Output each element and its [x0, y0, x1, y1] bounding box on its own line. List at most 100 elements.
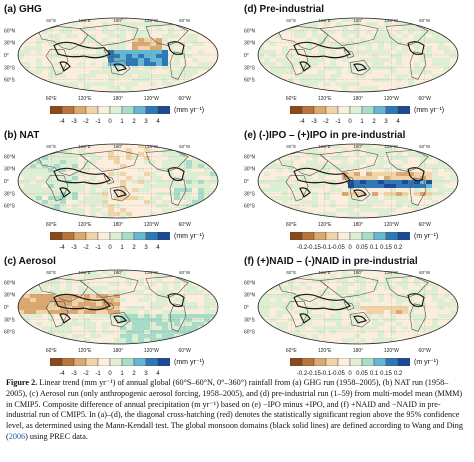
map-border — [257, 143, 459, 219]
colorbar-swatch — [325, 106, 339, 114]
colorbar-tick: 1 — [120, 119, 124, 125]
colorbar-tick: -1 — [335, 119, 341, 125]
lon-label-top: 120°W — [145, 18, 159, 23]
lat-label: 60°N — [244, 280, 256, 286]
lon-label: 120°E — [318, 96, 332, 102]
lon-label-top: 60°E — [46, 18, 56, 23]
lon-label-top: 180° — [113, 18, 123, 23]
panel-title-d: (d) Pre-industrial — [244, 4, 325, 15]
lon-label-top: 60°W — [419, 270, 431, 275]
colorbar-swatch — [157, 232, 170, 240]
colorbar-tick: 0 — [108, 119, 112, 125]
lat-label: 30°N — [4, 41, 16, 47]
panel-title-e: (e) (-)IPO – (+)IPO in pre-industrial — [244, 130, 406, 141]
lon-label: 180° — [113, 96, 123, 102]
colorbar-tick: -2 — [83, 371, 89, 377]
lat-label: 0° — [4, 305, 9, 311]
colorbar-swatch — [73, 232, 87, 240]
colorbar-tick: -2 — [323, 119, 329, 125]
colorbar-tick: -3 — [311, 119, 317, 125]
lon-label: 120°E — [78, 348, 92, 354]
colorbar-tick: 4 — [156, 371, 160, 377]
lon-label-top: 60°W — [179, 18, 191, 23]
colorbar-tick: -3 — [71, 371, 77, 377]
lat-label: 30°S — [4, 317, 16, 323]
colorbar-unit: (mm yr⁻¹) — [414, 107, 445, 114]
lat-label: 60°N — [4, 280, 16, 286]
colorbar-swatch — [61, 106, 75, 114]
colorbar-swatch — [337, 232, 351, 240]
colorbar-swatches — [50, 106, 170, 114]
colorbar-swatch — [313, 358, 327, 366]
lon-label-top: 60°E — [46, 144, 56, 149]
colorbar-tick: -4 — [299, 119, 305, 125]
colorbar-swatch — [145, 106, 159, 114]
lon-label: 120°W — [384, 96, 399, 102]
map-border — [17, 17, 219, 93]
figure-caption: Figure 2. Linear trend (mm yr⁻¹) of annu… — [6, 378, 466, 443]
lon-label-top: 120°W — [145, 270, 159, 275]
lon-label-top: 120°W — [385, 18, 399, 23]
map-e: 60°N 30°N 0° 30°S 60°S 60°E 60°E 120°E 120°E 180°… — [244, 143, 459, 228]
colorbar-swatch — [85, 232, 99, 240]
colorbar-tick: -3 — [71, 119, 77, 125]
colorbar-tick: 3 — [144, 119, 148, 125]
colorbar-swatch — [361, 358, 375, 366]
lon-label-top: 120°W — [385, 270, 399, 275]
caption-reference-link[interactable]: 2006 — [8, 431, 26, 441]
lon-label-top: 60°E — [46, 270, 56, 275]
colorbar-swatch — [133, 106, 147, 114]
colorbar-tick: 4 — [156, 119, 160, 125]
colorbar-unit: (mm yr⁻¹) — [174, 107, 205, 114]
lon-label: 60°W — [419, 96, 432, 102]
panel-title-b: (b) NAT — [4, 130, 40, 141]
colorbar-tick: -0.2 — [296, 371, 308, 377]
colorbar-swatch — [133, 358, 147, 366]
colorbar-swatch — [121, 232, 135, 240]
colorbar-tick: 1 — [360, 119, 364, 125]
colorbar-tick: 0.1 — [369, 371, 379, 377]
colorbar-tick: -2 — [83, 245, 89, 251]
colorbar-swatch — [325, 358, 339, 366]
colorbar-tick: 0 — [348, 245, 352, 251]
map-border — [17, 143, 219, 219]
lat-label: 30°N — [4, 167, 16, 173]
caption-tail: ) using PREC data. — [25, 431, 88, 441]
colorbar-tick: -4 — [59, 371, 65, 377]
panel-title-a: (a) GHG — [4, 4, 42, 15]
lon-label-top: 60°E — [286, 18, 296, 23]
lon-label: 60°W — [179, 222, 192, 228]
panel-title-c: (c) Aerosol — [4, 256, 56, 267]
lat-label: 60°N — [244, 28, 256, 34]
lon-label: 120°W — [144, 96, 159, 102]
colorbar-tick: -3 — [71, 245, 77, 251]
colorbar-tick: -0.1 — [320, 245, 332, 251]
lon-label: 60°E — [46, 222, 58, 228]
colorbar-swatch — [290, 106, 303, 114]
colorbar-tick: 2 — [132, 245, 136, 251]
map-a: 60°N 30°N 0° 30°S 60°S 60°E 60°E 120°E 120°E 180°… — [4, 17, 219, 102]
lat-label: 60°N — [4, 154, 16, 160]
colorbar-swatch — [97, 358, 111, 366]
lat-label: 30°S — [244, 317, 256, 323]
colorbar-swatch — [337, 106, 351, 114]
colorbar-tick: 3 — [384, 119, 388, 125]
lat-label: 0° — [244, 179, 249, 185]
lat-label: 30°N — [244, 167, 256, 173]
colorbar-tick: 4 — [396, 119, 400, 125]
lon-label: 120°E — [78, 222, 92, 228]
lon-label-top: 180° — [353, 18, 363, 23]
lat-label: 60°S — [4, 204, 16, 210]
colorbar-swatch — [397, 232, 410, 240]
colorbar-swatch — [373, 358, 387, 366]
colorbar-swatch — [373, 106, 387, 114]
map-border — [257, 269, 459, 345]
lon-label: 120°E — [318, 348, 332, 354]
colorbar-tick: 0 — [108, 245, 112, 251]
colorbar-unit: (mm yr⁻¹) — [174, 233, 205, 240]
colorbar-tick: -1 — [95, 245, 101, 251]
map-border — [17, 269, 219, 345]
colorbar-tick: 0 — [348, 371, 352, 377]
colorbar-tick: -0.2 — [296, 245, 308, 251]
colorbar-swatches — [50, 232, 170, 240]
